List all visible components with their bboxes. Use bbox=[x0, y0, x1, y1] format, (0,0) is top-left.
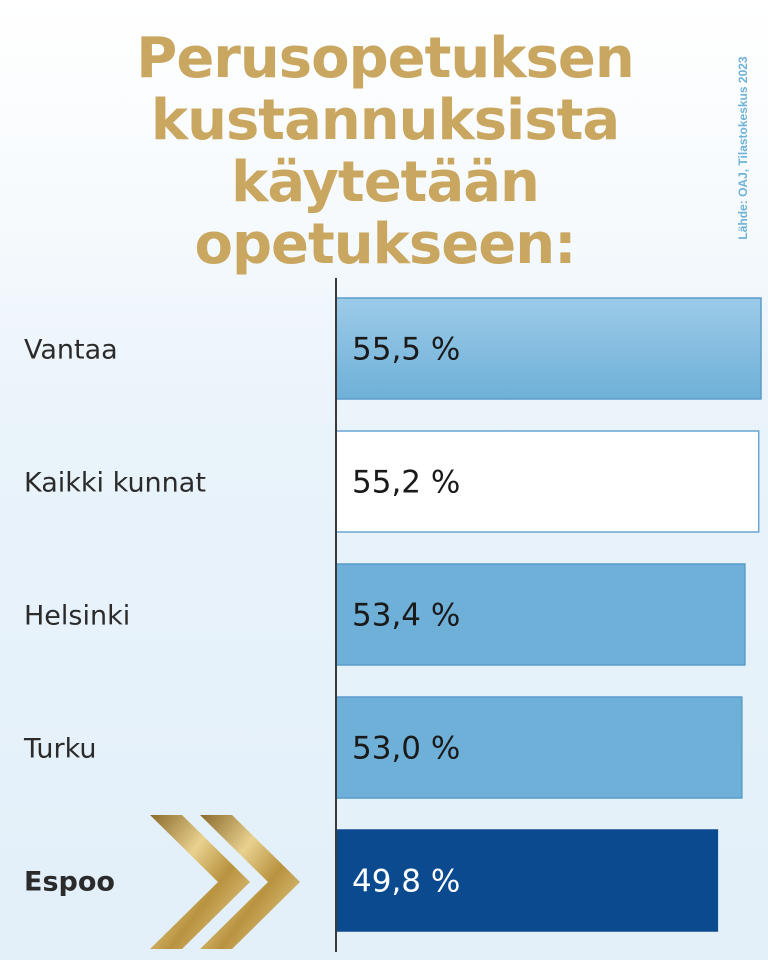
bar-kaikki-kunnat bbox=[335, 430, 760, 533]
bar-espoo bbox=[335, 829, 719, 932]
bar-helsinki bbox=[335, 563, 746, 666]
value-label-helsinki: 53,4 % bbox=[352, 598, 460, 634]
bar-vantaa bbox=[335, 297, 762, 400]
category-label-turku: Turku bbox=[23, 734, 97, 765]
value-label-turku: 53,0 % bbox=[352, 731, 460, 767]
value-label-kaikki-kunnat: 55,2 % bbox=[352, 465, 460, 501]
category-label-vantaa: Vantaa bbox=[24, 335, 118, 366]
value-label-espoo: 49,8 % bbox=[352, 864, 460, 900]
value-label-vantaa: 55,5 % bbox=[352, 332, 460, 368]
category-label-espoo: Espoo bbox=[24, 867, 115, 898]
category-label-helsinki: Helsinki bbox=[24, 601, 130, 632]
category-label-kaikki-kunnat: Kaikki kunnat bbox=[24, 468, 206, 499]
chart-title: Perusopetuksen kustannuksista käytetään … bbox=[136, 26, 634, 277]
gold-chevrons-icon bbox=[150, 815, 300, 949]
bar-turku bbox=[335, 696, 743, 799]
